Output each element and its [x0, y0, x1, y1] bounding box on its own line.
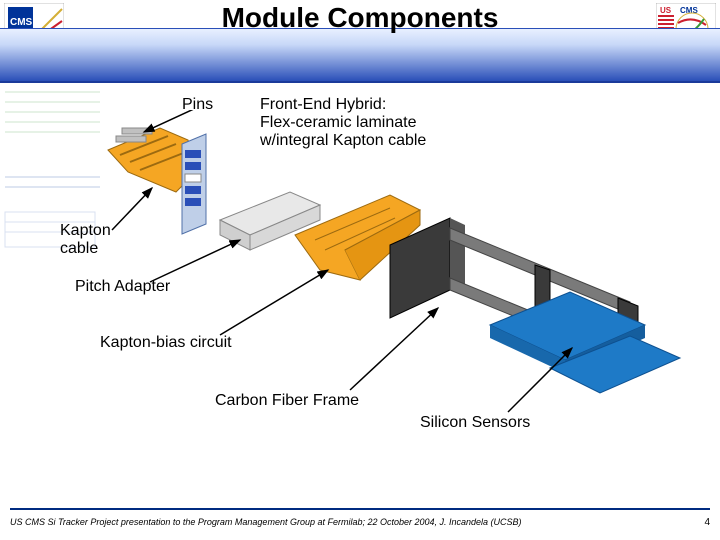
module-diagram: [90, 110, 690, 430]
label-pitch-adapter: Pitch Adapter: [75, 278, 170, 296]
label-kapton-bias: Kapton-bias circuit: [100, 334, 232, 352]
footer-text: US CMS Si Tracker Project presentation t…: [10, 517, 522, 527]
label-silicon-sensors: Silicon Sensors: [420, 414, 530, 432]
label-carbon-fiber: Carbon Fiber Frame: [215, 392, 359, 410]
label-feh-line3: w/integral Kapton cable: [260, 132, 426, 149]
label-feh-line2: Flex-ceramic laminate: [260, 114, 416, 131]
page-number: 4: [704, 517, 710, 528]
slide: CMS US CMS Module Components: [0, 0, 720, 540]
label-pins: Pins: [182, 96, 213, 114]
label-kapton-cable: Kapton cable: [60, 222, 111, 258]
title-bar: [0, 28, 720, 83]
label-front-end-hybrid: Front-End Hybrid: Flex-ceramic laminate …: [260, 96, 426, 150]
slide-title: Module Components: [0, 2, 720, 34]
footer: US CMS Si Tracker Project presentation t…: [10, 508, 710, 530]
label-feh-line1: Front-End Hybrid:: [260, 96, 386, 113]
